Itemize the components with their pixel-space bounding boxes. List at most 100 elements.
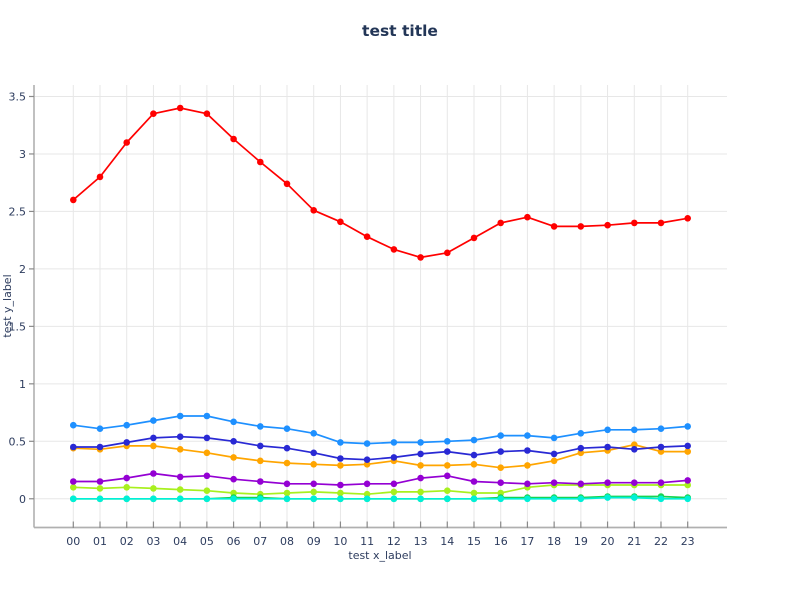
data-point-red-16: [497, 219, 505, 227]
x-tick-label: 01: [93, 535, 107, 548]
data-point-green-yellow-02: [123, 484, 130, 491]
data-point-royal-blue-01: [96, 443, 104, 451]
x-tick-label: 03: [146, 535, 160, 548]
data-point-cyan-08: [283, 495, 291, 503]
series-royal-blue: [70, 433, 691, 464]
data-point-orange-19: [577, 449, 585, 457]
data-point-cyan-14: [444, 495, 451, 503]
data-point-cyan-10: [337, 495, 344, 503]
tick-marks: [29, 95, 689, 528]
data-point-red-12: [390, 246, 398, 253]
data-point-orange-10: [337, 462, 344, 469]
data-point-cyan-05: [203, 495, 211, 503]
data-point-orange-23: [684, 448, 691, 455]
x-axis-label: test x_label: [348, 549, 411, 562]
data-point-cyan-16: [497, 495, 505, 503]
data-point-green-yellow-06: [230, 489, 237, 497]
data-point-green-yellow-23: [684, 481, 691, 489]
series-line-cyan: [73, 496, 688, 500]
data-point-royal-blue-07: [257, 442, 264, 450]
data-point-red-10: [337, 218, 344, 226]
chart-title: test title: [362, 22, 438, 40]
data-point-royal-blue-20: [604, 443, 611, 451]
data-point-dark-violet-00: [70, 478, 77, 485]
data-point-green-yellow-04: [176, 486, 184, 493]
data-point-cyan-17: [524, 495, 531, 503]
series-red: [70, 104, 691, 261]
data-point-royal-blue-06: [230, 438, 237, 445]
data-point-dark-violet-13: [417, 474, 424, 482]
data-point-dark-violet-09: [310, 480, 318, 488]
data-point-royal-blue-08: [283, 444, 291, 452]
series-line-royal-blue: [73, 435, 688, 461]
data-point-royal-blue-09: [310, 449, 318, 457]
x-tick-label: 19: [574, 535, 588, 548]
series-dark-violet: [70, 470, 691, 489]
data-point-dodger-blue-10: [337, 439, 344, 446]
data-point-royal-blue-04: [176, 433, 184, 441]
data-point-dodger-blue-14: [444, 438, 451, 445]
data-point-cyan-09: [310, 495, 318, 503]
data-point-royal-blue-23: [684, 442, 691, 450]
data-point-red-22: [657, 219, 665, 227]
data-point-red-13: [417, 254, 424, 261]
data-point-dark-violet-01: [96, 478, 104, 485]
data-point-dark-violet-16: [497, 479, 505, 487]
data-point-dodger-blue-21: [631, 426, 638, 434]
data-point-dark-violet-02: [123, 474, 130, 482]
data-point-orange-06: [230, 454, 237, 461]
data-point-dark-violet-23: [684, 477, 691, 484]
x-tick-label: 08: [280, 535, 294, 548]
series-line-red: [72, 107, 688, 259]
data-point-green-yellow-15: [470, 489, 478, 497]
y-tick-label: 2.5: [9, 205, 27, 218]
data-point-red-01: [96, 173, 104, 181]
x-tick-label: 16: [494, 535, 508, 548]
data-point-cyan-20: [604, 494, 611, 501]
data-point-royal-blue-12: [390, 454, 398, 461]
data-point-royal-blue-05: [203, 434, 211, 442]
data-point-red-03: [150, 110, 157, 117]
data-point-orange-14: [444, 462, 451, 469]
x-tick-label: 07: [253, 535, 267, 548]
data-point-dodger-blue-15: [470, 436, 478, 444]
data-point-royal-blue-16: [497, 448, 505, 455]
data-point-dodger-blue-02: [123, 421, 130, 429]
y-tick-label: 2: [19, 263, 26, 276]
data-point-cyan-01: [96, 495, 104, 503]
data-point-green-yellow-16: [497, 489, 505, 497]
data-point-cyan-07: [257, 495, 264, 503]
data-point-dodger-blue-19: [577, 430, 585, 437]
data-point-dodger-blue-11: [363, 440, 371, 447]
data-point-red-04: [176, 104, 184, 112]
data-point-dark-violet-11: [363, 480, 371, 488]
data-point-cyan-03: [150, 495, 157, 503]
y-tick-label: 3: [19, 148, 26, 161]
data-point-orange-22: [657, 448, 665, 455]
series-line-green-yellow: [73, 484, 688, 496]
data-point-green-yellow-09: [310, 488, 318, 496]
data-point-royal-blue-17: [524, 447, 531, 454]
data-point-green-yellow-12: [390, 488, 398, 496]
x-tick-label: 05: [200, 535, 214, 548]
series-dodger-blue: [70, 412, 691, 447]
y-tick-label: 0: [19, 493, 26, 506]
x-tick-label: 10: [333, 535, 347, 548]
data-point-orange-04: [176, 446, 184, 453]
x-tick-label: 09: [307, 535, 321, 548]
data-point-royal-blue-14: [444, 448, 451, 455]
data-point-dodger-blue-12: [390, 439, 398, 446]
data-point-orange-16: [497, 464, 505, 472]
data-point-red-11: [363, 233, 371, 240]
data-point-dark-violet-08: [283, 480, 291, 488]
data-point-dark-violet-14: [444, 472, 451, 480]
data-point-dark-violet-19: [577, 480, 585, 488]
data-point-dark-violet-20: [604, 479, 611, 487]
data-point-dodger-blue-03: [150, 417, 157, 424]
data-point-dodger-blue-06: [230, 418, 237, 426]
x-tick-label: 21: [627, 535, 641, 548]
data-point-dodger-blue-22: [657, 425, 665, 433]
data-point-dark-violet-10: [337, 481, 344, 489]
data-point-dodger-blue-08: [283, 425, 291, 433]
data-point-red-15: [470, 234, 478, 242]
